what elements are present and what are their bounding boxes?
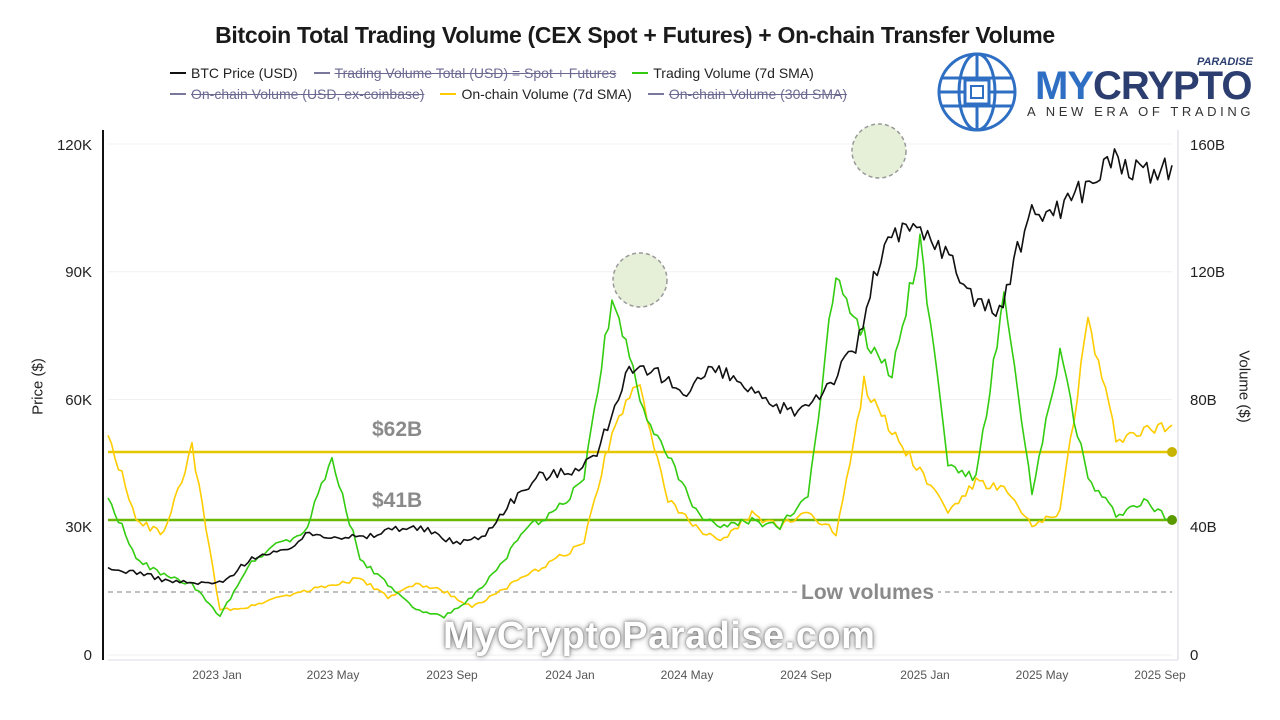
chart-legend: BTC Price (USD) Trading Volume Total (US… <box>170 62 863 104</box>
logo-brand-text: MYCRYPTO <box>1035 64 1252 109</box>
y-tick-left: 90K <box>65 264 92 281</box>
y-tick-right: 160B <box>1190 137 1226 154</box>
legend-label: On-chain Volume (USD, ex-coinbase) <box>191 85 425 102</box>
legend-label: On-chain Volume (7d SMA) <box>461 85 632 102</box>
x-tick: 2023 Sep <box>426 668 478 682</box>
legend-label: On-chain Volume (30d SMA) <box>668 85 848 102</box>
annotation-62b: $62B <box>372 418 423 441</box>
reference-lines <box>108 450 1172 593</box>
globe-circuit-icon <box>937 52 1017 132</box>
watermark-text: MyCryptoParadise.com <box>443 615 876 657</box>
legend-swatch <box>313 71 330 74</box>
y-tick-right: 0 <box>1190 647 1199 664</box>
y-tick-right: 80B <box>1190 392 1217 409</box>
x-tick: 2025 Sep <box>1134 668 1186 682</box>
series-btc-price <box>107 148 1173 586</box>
legend-item-onchain-volume-30d[interactable]: On-chain Volume (30d SMA) <box>647 85 848 102</box>
logo-brand-crypto: CRYPTO <box>1093 64 1252 108</box>
legend-swatch <box>647 92 664 95</box>
brand-logo: PARADISE MYCRYPTO A NEW ERA OF TRADING <box>935 50 1265 135</box>
y-tick-right: 40B <box>1190 519 1217 536</box>
x-tick: 2023 Jan <box>192 668 242 682</box>
series-trading-volume-7d <box>107 233 1173 619</box>
annotation-low-volumes: Low volumes <box>797 581 939 605</box>
legend-item-trading-volume-total[interactable]: Trading Volume Total (USD) = Spot + Futu… <box>313 64 617 81</box>
legend-swatch <box>632 71 649 74</box>
peak-highlight-circles <box>612 123 907 308</box>
legend-label: BTC Price (USD) <box>191 64 298 81</box>
legend-swatch <box>440 92 457 95</box>
legend-swatch <box>170 92 186 95</box>
legend-item-onchain-volume[interactable]: On-chain Volume (USD, ex-coinbase) <box>170 86 424 102</box>
x-tick: 2024 May <box>660 668 714 682</box>
legend-item-onchain-volume-7d[interactable]: On-chain Volume (7d SMA) <box>440 85 632 102</box>
legend-swatch <box>170 71 186 74</box>
legend-row-2: On-chain Volume (USD, ex-coinbase) On-ch… <box>170 83 863 104</box>
y-tick-left: 0 <box>83 647 92 664</box>
series-onchain-volume-7d <box>107 316 1173 612</box>
logo-tagline: A NEW ERA OF TRADING <box>1027 104 1255 119</box>
legend-item-btc-price[interactable]: BTC Price (USD) <box>170 65 298 81</box>
legend-label: Trading Volume Total (USD) = Spot + Futu… <box>334 64 617 81</box>
legend-item-trading-volume-7d[interactable]: Trading Volume (7d SMA) <box>632 65 814 81</box>
legend-label: Trading Volume (7d SMA) <box>653 64 814 81</box>
legend-row-1: BTC Price (USD) Trading Volume Total (US… <box>170 62 863 83</box>
y-tick-right: 120B <box>1190 264 1226 281</box>
x-tick: 2025 Jan <box>900 668 950 682</box>
x-tick: 2024 Jan <box>545 668 595 682</box>
logo-brand-my: MY <box>1035 64 1094 108</box>
annotation-41b: $41B <box>372 489 423 512</box>
y-tick-left: 120K <box>56 137 92 154</box>
y-tick-left: 30K <box>65 519 92 536</box>
x-tick: 2024 Sep <box>780 668 832 682</box>
chart-title: Bitcoin Total Trading Volume (CEX Spot +… <box>215 22 1055 48</box>
x-tick: 2025 May <box>1015 668 1069 682</box>
logo-paradise-text: PARADISE <box>1196 56 1253 68</box>
x-tick: 2023 May <box>306 668 360 682</box>
reference-line-endpoints <box>1167 447 1177 525</box>
y-tick-left: 60K <box>65 392 92 409</box>
